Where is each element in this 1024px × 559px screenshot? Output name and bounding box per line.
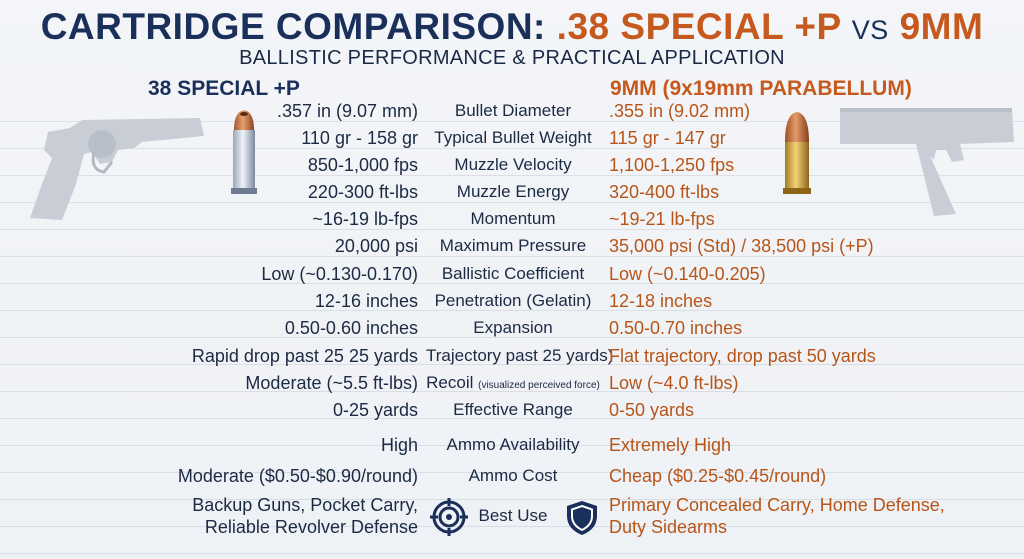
row-left-value: .357 in (9.07 mm) — [276, 101, 418, 121]
row-metric-text: Expansion — [473, 318, 553, 337]
row-left-value: 220-300 ft-lbs — [307, 182, 418, 202]
row-right-value: Cheap ($0.25-$0.45/round) — [609, 466, 827, 486]
row-right-value: 115 gr - 147 gr — [609, 128, 726, 148]
row-metric-label: Typical Bullet Weight — [426, 128, 600, 148]
row-metric-text: Recoil — [426, 373, 474, 392]
row-metric-label: Muzzle Velocity — [426, 155, 600, 175]
right-column-heading: 9MM (9x19mm PARABELLUM) — [610, 77, 912, 100]
hollowpoint-38-bullet-icon — [231, 110, 257, 194]
left-column-heading: 38 SPECIAL +P — [148, 77, 300, 100]
row-right-value: 0-50 yards — [609, 400, 695, 420]
row-metric-text: Ballistic Coefficient — [441, 264, 585, 283]
table-row: Moderate (~5.5 ft-lbs) Recoil (visualized… — [0, 373, 1024, 399]
row-metric-label: Expansion — [426, 318, 600, 338]
table-row: High Ammo Availability Extremely High — [0, 435, 1024, 461]
row-left-value: ~16-19 lb-fps — [312, 209, 418, 229]
row-left-value: 110 gr - 158 gr — [301, 128, 418, 148]
table-row: 220-300 ft-lbs Muzzle Energy 320-400 ft-lb… — [0, 182, 1024, 208]
row-right-value: .355 in (9.02 mm) — [609, 101, 751, 121]
row-left-value: 20,000 psi — [334, 236, 418, 256]
row-metric-text: Maximum Pressure — [439, 236, 587, 255]
pistol-icon — [840, 108, 1014, 216]
row-left-value: 0-25 yards — [332, 400, 418, 420]
row-left-value: Low (~0.130-0.170) — [261, 264, 418, 284]
page-title: CARTRIDGE COMPARISON: .38 SPECIAL +P VS … — [0, 6, 1024, 48]
row-left-value: 12-16 inches — [314, 291, 418, 311]
row-metric-label: Momentum — [426, 209, 600, 229]
row-metric-text: Muzzle Energy — [456, 182, 570, 201]
table-row: Moderate ($0.50-$0.90/round) Ammo Cost Che… — [0, 466, 1024, 492]
row-metric-label: Effective Range — [426, 400, 600, 420]
row-metric-label: Ballistic Coefficient — [426, 264, 600, 284]
target-icon — [430, 498, 468, 536]
row-metric-label: Muzzle Energy — [426, 182, 600, 202]
row-metric-text: Typical Bullet Weight — [434, 128, 592, 147]
row-metric-label: Penetration (Gelatin) — [426, 291, 600, 311]
title-part1: CARTRIDGE COMPARISON: — [40, 6, 546, 47]
best-use-left-line1: Backup Guns, Pocket Carry, — [192, 495, 418, 515]
row-right-value: 12-18 inches — [609, 291, 713, 311]
table-row: ~16-19 lb-fps Momentum ~19-21 lb-fps — [0, 209, 1024, 235]
row-left-value: High — [380, 435, 418, 455]
row-right-value: 0.50-0.70 inches — [609, 318, 743, 338]
row-metric-text: Trajectory past 25 yards) — [426, 346, 614, 365]
row-right-value: Low (~4.0 ft-lbs) — [609, 373, 739, 393]
shield-icon — [567, 501, 597, 535]
row-metric-label: Trajectory past 25 yards) — [426, 346, 613, 366]
best-use-right: Primary Concealed Carry, Home Defense, D… — [609, 494, 945, 538]
table-row: 0.50-0.60 inches Expansion 0.50-0.70 inche… — [0, 318, 1024, 344]
row-metric-text: Muzzle Velocity — [454, 155, 572, 174]
title-part3: 9MM — [899, 6, 984, 47]
row-metric-label: Maximum Pressure — [426, 236, 600, 256]
table-row: 110 gr - 158 gr Typical Bullet Weight 115 … — [0, 128, 1024, 154]
row-right-value: Extremely High — [609, 435, 732, 455]
row-right-value: Low (~0.140-0.205) — [609, 264, 766, 284]
row-metric-label: Recoil (visualized perceived force) — [426, 373, 600, 393]
row-left-value: 0.50-0.60 inches — [284, 318, 418, 338]
best-use-left-line2: Reliable Revolver Defense — [204, 517, 418, 537]
row-right-value: 320-400 ft-lbs — [609, 182, 720, 202]
table-row: Rapid drop past 25 25 yards Trajectory pa… — [0, 346, 1024, 372]
title-part2: .38 SPECIAL +P — [556, 6, 841, 47]
best-use-left: Backup Guns, Pocket Carry, Reliable Revo… — [192, 494, 418, 538]
row-left-value: Rapid drop past 25 25 yards — [191, 346, 418, 366]
table-row: 20,000 psi Maximum Pressure 35,000 psi (St… — [0, 236, 1024, 262]
best-use-row: Backup Guns, Pocket Carry, Reliable Revo… — [0, 494, 1024, 544]
row-metric-text: Bullet Diameter — [454, 101, 572, 120]
table-row: 12-16 inches Penetration (Gelatin) 12-18 i… — [0, 291, 1024, 317]
revolver-icon — [30, 118, 204, 220]
row-right-value: ~19-21 lb-fps — [609, 209, 715, 229]
row-metric-text: Effective Range — [453, 400, 573, 419]
best-use-right-line1: Primary Concealed Carry, Home Defense, — [609, 495, 945, 515]
table-row: .357 in (9.07 mm) Bullet Diameter .355 in … — [0, 101, 1024, 127]
row-right-value: Flat trajectory, drop past 50 yards — [609, 346, 876, 366]
row-metric-label: Ammo Availability — [426, 435, 600, 455]
row-left-value: 850-1,000 fps — [307, 155, 418, 175]
table-row: Low (~0.130-0.170) Ballistic Coefficient L… — [0, 264, 1024, 290]
table-row: 850-1,000 fps Muzzle Velocity 1,100-1,250 … — [0, 155, 1024, 181]
row-metric-label: Ammo Cost — [426, 466, 600, 486]
row-left-value: Moderate ($0.50-$0.90/round) — [177, 466, 418, 486]
title-vs: VS — [851, 15, 889, 45]
row-metric-label: Bullet Diameter — [426, 101, 600, 121]
row-metric-text: Ammo Availability — [446, 435, 580, 454]
row-right-value: 35,000 psi (Std) / 38,500 psi (+P) — [609, 236, 874, 256]
row-metric-text: Penetration (Gelatin) — [434, 291, 592, 310]
row-metric-note: (visualized perceived force) — [478, 380, 600, 391]
9mm-bullet-icon — [783, 112, 811, 194]
best-use-right-line2: Duty Sidearms — [609, 517, 728, 537]
row-metric-text: Momentum — [470, 209, 556, 228]
table-row: 0-25 yards Effective Range 0-50 yards — [0, 400, 1024, 426]
row-left-value: Moderate (~5.5 ft-lbs) — [245, 373, 418, 393]
row-metric-text: Ammo Cost — [468, 466, 558, 485]
subtitle: BALLISTIC PERFORMANCE & PRACTICAL APPLIC… — [239, 47, 785, 69]
row-right-value: 1,100-1,250 fps — [609, 155, 735, 175]
best-use-label: Best Use — [478, 506, 548, 525]
